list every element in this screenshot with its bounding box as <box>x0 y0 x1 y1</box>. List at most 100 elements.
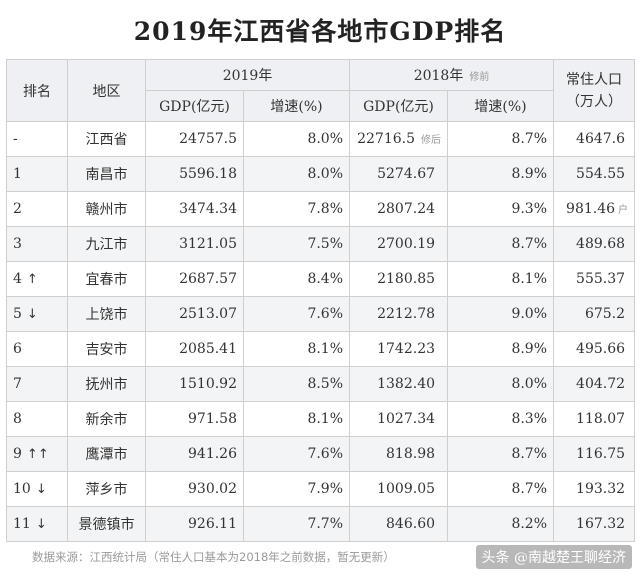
gdp-2018-value: 2180.85 <box>377 271 436 287</box>
gdp-2018-cell: 2700.19 <box>349 226 449 262</box>
gdp-2018-cell: 2212.78 <box>349 296 449 332</box>
gdp-2018-cell: 1382.40 <box>349 366 449 402</box>
population-value: 489.68 <box>576 236 626 252</box>
rank-cell: 7 <box>6 366 68 402</box>
rank-change-icon: ↓ <box>35 482 47 497</box>
population-value: 4647.6 <box>576 131 626 147</box>
region-cell: 新余市 <box>67 401 146 437</box>
header-region: 地区 <box>67 59 146 122</box>
gdp-2018-cell: 1742.23 <box>349 331 449 367</box>
rank-value: 1 <box>13 166 22 182</box>
population-cell: 981.46 户 <box>553 191 636 227</box>
gdp-2019-cell: 941.26 <box>145 436 244 472</box>
population-value: 193.32 <box>576 481 626 497</box>
growth-2018-cell: 8.7% <box>447 436 555 472</box>
region-cell: 江西省 <box>67 121 146 157</box>
growth-2019-cell: 8.1% <box>242 401 351 437</box>
header-row-sub: GDP(亿元) 增速(%) GDP(亿元) 增速(%) <box>7 90 635 122</box>
gdp-2018-cell: 2807.24 <box>349 191 449 227</box>
rank-value: 10 <box>13 481 31 497</box>
gdp-2019-cell: 926.11 <box>145 506 244 542</box>
rank-value: 4 <box>13 271 22 287</box>
table-row: 8 新余市 971.58 8.1% 1027.34 8.3% 118.07 <box>6 401 636 437</box>
rank-cell: 10 ↓ <box>6 471 68 507</box>
gdp-2019-cell: 971.58 <box>145 401 244 437</box>
growth-2018-cell: 8.1% <box>447 261 555 297</box>
footer: 数据来源：江西统计局（常住人口基本为2018年之前数据，暂无更新） <box>6 541 634 573</box>
gdp-2018-value: 1382.40 <box>377 376 436 392</box>
population-value: 167.32 <box>576 516 626 532</box>
population-cell: 554.55 <box>553 156 636 192</box>
rank-cell: 2 <box>6 191 68 227</box>
population-cell: 489.68 <box>553 226 636 262</box>
growth-2018-cell: 8.7% <box>447 121 555 157</box>
population-note: 户 <box>618 205 629 216</box>
gdp-2018-note: 修后 <box>421 135 442 146</box>
growth-2018-cell: 9.0% <box>447 296 555 332</box>
population-cell: 404.72 <box>553 366 636 402</box>
gdp-2019-cell: 1510.92 <box>145 366 244 402</box>
gdp-2019-cell: 2687.57 <box>145 261 244 297</box>
growth-2018-cell: 8.9% <box>447 331 555 367</box>
growth-2019-cell: 7.6% <box>242 436 351 472</box>
population-cell: 4647.6 <box>553 121 636 157</box>
gdp-2018-value: 818.98 <box>386 446 436 462</box>
population-cell: 193.32 <box>553 471 636 507</box>
gdp-2019-cell: 2513.07 <box>145 296 244 332</box>
population-value: 116.75 <box>576 446 626 462</box>
region-cell: 鹰潭市 <box>67 436 146 472</box>
gdp-2018-value: 2807.24 <box>377 201 436 217</box>
header-rank: 排名 <box>6 59 68 122</box>
growth-2019-cell: 7.6% <box>242 296 351 332</box>
header-year-2018-note: 修前 <box>469 72 490 83</box>
region-cell: 九江市 <box>67 226 146 262</box>
gdp-2018-cell: 1009.05 <box>349 471 449 507</box>
gdp-2018-cell: 22716.5 修后 <box>349 121 449 157</box>
region-cell: 南昌市 <box>67 156 146 192</box>
population-cell: 118.07 <box>553 401 636 437</box>
table-row: 7 抚州市 1510.92 8.5% 1382.40 8.0% 404.72 <box>6 366 636 402</box>
growth-2019-cell: 7.9% <box>242 471 351 507</box>
growth-2019-cell: 8.1% <box>242 331 351 367</box>
author-watermark: 头条 @南越楚王聊经济 <box>475 545 632 569</box>
growth-2018-cell: 8.0% <box>447 366 555 402</box>
gdp-2018-value: 22716.5 <box>357 131 416 147</box>
gdp-2018-value: 846.60 <box>386 516 436 532</box>
gdp-2018-cell: 818.98 <box>349 436 449 472</box>
rank-cell: 1 <box>6 156 68 192</box>
gdp-2018-cell: 2180.85 <box>349 261 449 297</box>
gdp-2019-cell: 930.02 <box>145 471 244 507</box>
growth-2019-cell: 8.0% <box>242 156 351 192</box>
rank-cell: 6 <box>6 331 68 367</box>
table-row: 3 九江市 3121.05 7.5% 2700.19 8.7% 489.68 <box>6 226 636 262</box>
header-year-2019: 2019年 <box>144 59 351 91</box>
population-cell: 675.2 <box>553 296 636 332</box>
region-cell: 宜春市 <box>67 261 146 297</box>
table-row: 1 南昌市 5596.18 8.0% 5274.67 8.9% 554.55 <box>6 156 636 192</box>
gdp-2019-cell: 5596.18 <box>145 156 244 192</box>
table-row: 6 吉安市 2085.41 8.1% 1742.23 8.9% 495.66 <box>6 331 636 367</box>
population-cell: 555.37 <box>553 261 636 297</box>
rank-value: 11 <box>13 516 31 532</box>
population-cell: 495.66 <box>553 331 636 367</box>
growth-2019-cell: 7.8% <box>242 191 351 227</box>
rank-cell: - <box>6 121 68 157</box>
rank-cell: 11 ↓ <box>6 506 68 542</box>
growth-2019-cell: 8.5% <box>242 366 351 402</box>
rank-change-icon: ↓ <box>26 307 38 322</box>
region-cell: 赣州市 <box>67 191 146 227</box>
population-value: 555.37 <box>576 271 626 287</box>
rank-value: - <box>13 131 18 147</box>
header-row-top: 排名 地区 2019年 2018年 修前 常住人口（万人） <box>6 59 636 122</box>
region-cell: 上饶市 <box>67 296 146 332</box>
gdp-2019-cell: 24757.5 <box>145 121 244 157</box>
gdp-2018-value: 1009.05 <box>377 481 436 497</box>
rank-value: 6 <box>13 341 22 357</box>
table-title: 2019年江西省各地市GDP排名 <box>133 16 507 46</box>
rank-value: 3 <box>13 236 22 252</box>
gdp-2018-value: 1742.23 <box>377 341 436 357</box>
header-growth-2018: 增速(%) <box>447 90 555 122</box>
growth-2019-cell: 8.4% <box>242 261 351 297</box>
growth-2019-cell: 8.0% <box>242 121 351 157</box>
rank-cell: 5 ↓ <box>6 296 68 332</box>
